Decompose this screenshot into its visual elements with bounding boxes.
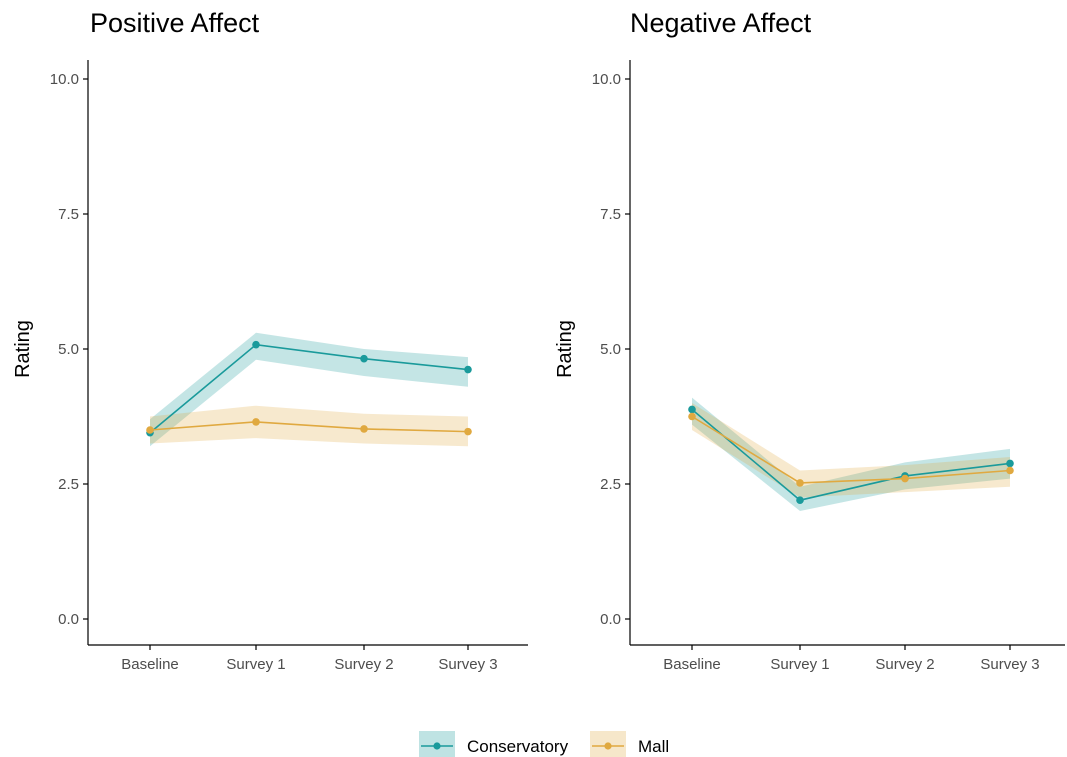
x-tick-label-survey-2: Survey 2 [334, 656, 393, 673]
legend-label-mall: Mall [638, 737, 669, 756]
x-tick-label-survey-1: Survey 1 [226, 656, 285, 673]
point-mall-survey-1 [796, 479, 804, 487]
legend-point-conservatory [433, 742, 441, 750]
panel-title: Negative Affect [630, 8, 812, 38]
series-line-mall [691, 415, 1011, 484]
ribbon-mall [692, 403, 1010, 498]
point-mall-survey-2 [901, 474, 909, 483]
y-tick-label: 10.0 [592, 71, 621, 88]
legend: Conservatory Mall [419, 731, 669, 757]
point-mall-survey-1 [252, 418, 260, 426]
y-tick-label: 7.5 [58, 206, 79, 223]
x-tick-label-baseline: Baseline [663, 656, 721, 673]
series-line-conservatory [691, 408, 1011, 502]
point-conservatory-survey-1 [796, 496, 804, 505]
legend-label-conservatory: Conservatory [467, 737, 569, 756]
point-mall-survey-3 [1006, 466, 1014, 475]
plot-area [688, 397, 1014, 511]
point-conservatory-survey-1 [252, 340, 260, 349]
series-line-conservatory [149, 343, 469, 434]
y-axis-label: Rating [12, 320, 34, 378]
x-tick-label-survey-3: Survey 3 [980, 656, 1039, 673]
y-tick-label: 2.5 [58, 476, 79, 493]
y-tick-label: 5.0 [600, 341, 621, 358]
x-tick-label-baseline: Baseline [121, 656, 179, 673]
y-ticks: 0.0 2.5 5.0 7.5 10.0 [50, 71, 88, 628]
plot-area [146, 332, 472, 447]
x-tick-label-survey-3: Survey 3 [438, 656, 497, 673]
point-mall-survey-2 [360, 425, 368, 433]
legend-item-mall[interactable]: Mall [590, 731, 669, 757]
point-mall-survey-3 [464, 427, 472, 436]
x-tick-label-survey-2: Survey 2 [875, 656, 934, 673]
x-ticks: Baseline Survey 1 Survey 2 Survey 3 [663, 645, 1040, 673]
point-conservatory-survey-3 [1006, 459, 1014, 468]
y-ticks: 0.0 2.5 5.0 7.5 10.0 [592, 71, 630, 628]
y-tick-label: 5.0 [58, 341, 79, 358]
x-ticks: Baseline Survey 1 Survey 2 Survey 3 [121, 645, 498, 673]
ribbon-conservatory [692, 397, 1010, 511]
point-mall-baseline [688, 412, 696, 421]
y-tick-label: 7.5 [600, 206, 621, 223]
y-tick-label: 0.0 [58, 611, 79, 628]
panel-negative-affect: Negative Affect Rating 0.02.55.07.510.0 … [554, 8, 1065, 673]
point-conservatory-baseline [688, 405, 696, 414]
legend-point-mall [604, 742, 612, 750]
panel-title: Positive Affect [90, 8, 260, 38]
series-line-mall [149, 421, 469, 433]
y-axis-label: Rating [554, 320, 576, 378]
panel-positive-affect: Positive Affect Rating 0.02.55.07.510.0 … [12, 8, 528, 673]
point-conservatory-survey-3 [464, 365, 472, 374]
x-tick-label-survey-1: Survey 1 [770, 656, 829, 673]
y-tick-label: 10.0 [50, 71, 79, 88]
point-mall-baseline [146, 426, 154, 434]
y-tick-label: 2.5 [600, 476, 621, 493]
point-conservatory-survey-2 [360, 354, 368, 363]
legend-item-conservatory[interactable]: Conservatory [419, 731, 569, 757]
y-tick-label: 0.0 [600, 611, 621, 628]
